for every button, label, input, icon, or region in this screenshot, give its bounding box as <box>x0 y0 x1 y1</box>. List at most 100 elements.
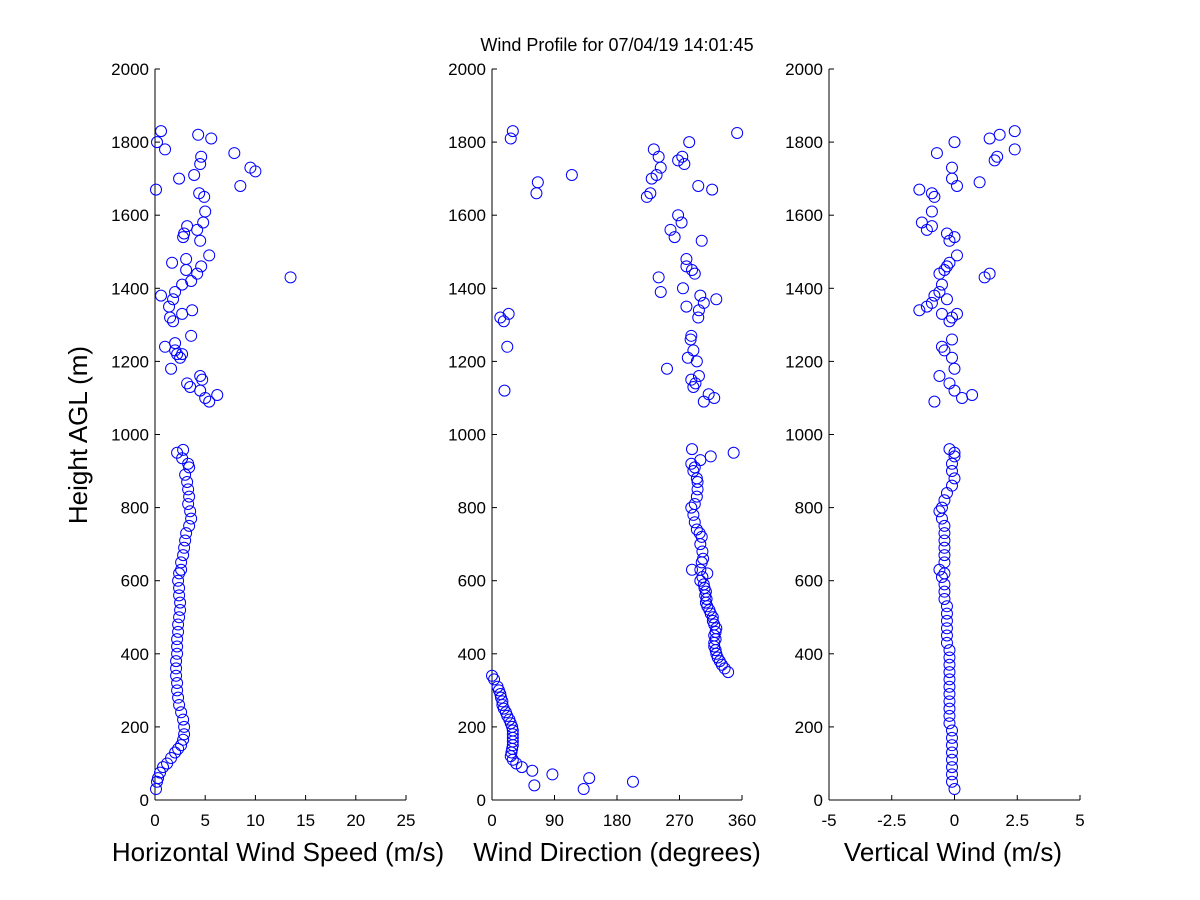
winddir-data-point <box>494 311 507 324</box>
hspeed-data-point <box>178 728 191 741</box>
winddir-y-tick-label: 1200 <box>448 352 486 371</box>
winddir-data-point <box>693 527 706 540</box>
hspeed-data-point <box>174 596 187 609</box>
hspeed-data-point <box>173 589 186 602</box>
winddir-data-point <box>680 253 693 266</box>
winddir-y-tick-label: 800 <box>458 499 486 518</box>
hspeed-data-point <box>178 720 191 733</box>
winddir-data-point <box>644 187 657 200</box>
hspeed-x-tick-label: 10 <box>246 811 265 830</box>
hspeed-data-point <box>181 377 194 390</box>
vwind-data-point <box>938 592 951 605</box>
wind-direction-panel: 0 200 400 600 800 1000 1200 1400 1600 1800 2000 0 90… <box>448 60 761 867</box>
winddir-data-point <box>654 285 667 298</box>
vwind-data-point <box>925 296 938 309</box>
vwind-y-tick-label: 400 <box>795 645 823 664</box>
vwind-data-point <box>913 304 926 317</box>
hspeed-y-tick-label: 1600 <box>111 206 149 225</box>
hspeed-data-point <box>159 340 172 353</box>
vwind-y-tick-label: 1600 <box>785 206 823 225</box>
vwind-data-point <box>943 702 956 715</box>
hspeed-data-point <box>180 253 193 266</box>
vwind-data-point <box>948 472 961 485</box>
hspeed-data-point <box>167 293 180 306</box>
winddir-data-point <box>684 333 697 346</box>
winddir-data-point <box>697 552 710 565</box>
hspeed-data-point <box>205 132 218 145</box>
vwind-data-point <box>940 622 953 635</box>
hspeed-data-point <box>169 337 182 350</box>
hspeed-data-point <box>163 300 176 313</box>
vwind-data-point <box>938 519 951 532</box>
vwind-data-point <box>940 227 953 240</box>
vertical-wind-panel: 0 200 400 600 800 1000 1200 1400 1600 1800 2000 -5 -… <box>785 60 1085 867</box>
hspeed-data-point <box>184 380 197 393</box>
vwind-x-tick-label: -2.5 <box>877 811 906 830</box>
vwind-data-point <box>945 753 958 766</box>
winddir-data-point <box>686 563 698 576</box>
vwind-data-point <box>938 556 951 569</box>
vwind-data-point <box>935 512 948 525</box>
hspeed-data-point <box>211 389 224 402</box>
hspeed-data-point <box>176 348 189 361</box>
horizontal-wind-speed-panel: 0 200 400 600 800 1000 1200 1400 1600 1800 2000 0 5 1… <box>63 60 444 867</box>
vwind-data-point <box>913 183 926 196</box>
hspeed-data-point <box>182 497 195 510</box>
hspeed-y-tick-label: 1400 <box>111 279 149 298</box>
winddir-data-point <box>687 380 700 393</box>
vwind-data-point <box>943 315 956 328</box>
vwind-x-tick-label: 2.5 <box>1005 811 1029 830</box>
winddir-data-point <box>672 154 685 167</box>
winddir-y-tick-label: 1600 <box>448 206 486 225</box>
winddir-x-tick-label: 0 <box>487 811 496 830</box>
hspeed-data-point <box>203 395 216 408</box>
winddir-data-point <box>690 355 703 368</box>
winddir-data-point <box>701 567 714 580</box>
winddir-x-axis-label: Wind Direction (degrees) <box>473 837 761 867</box>
vwind-x-tick-label: 5 <box>1075 811 1084 830</box>
winddir-data-point <box>694 563 707 576</box>
vwind-data-point <box>993 128 1006 141</box>
hspeed-data-point <box>180 264 193 277</box>
vwind-data-point <box>933 505 946 518</box>
hspeed-data-point <box>171 633 184 646</box>
vwind-data-point <box>943 256 956 269</box>
hspeed-y-tick-label: 2000 <box>111 60 149 79</box>
hspeed-data-point <box>173 582 186 595</box>
winddir-data-point <box>515 761 528 774</box>
hspeed-data-point <box>180 527 193 540</box>
vwind-data-point <box>935 340 948 353</box>
winddir-y-tick-label: 1800 <box>448 133 486 152</box>
hspeed-data-point <box>172 742 185 755</box>
vwind-data-point <box>951 307 964 320</box>
hspeed-data-point <box>155 125 168 138</box>
vwind-y-tick-label: 800 <box>795 499 823 518</box>
vwind-points <box>913 125 1021 796</box>
vwind-data-point <box>938 585 951 598</box>
winddir-data-point <box>691 476 704 489</box>
hspeed-data-point <box>164 311 177 324</box>
vwind-data-point <box>938 527 951 540</box>
winddir-data-point <box>546 768 559 781</box>
vwind-data-point <box>1008 125 1021 138</box>
winddir-data-point <box>686 443 698 456</box>
hspeed-data-point <box>179 534 192 547</box>
winddir-data-point <box>498 384 511 397</box>
winddir-data-point <box>690 523 703 536</box>
vwind-data-point <box>943 688 956 701</box>
winddir-data-point <box>683 136 696 149</box>
winddir-data-point <box>526 764 539 777</box>
winddir-data-point <box>704 450 717 463</box>
vwind-data-point <box>935 307 948 320</box>
vwind-data-point <box>945 465 958 478</box>
hspeed-data-point <box>173 698 186 711</box>
winddir-y-tick-label: 200 <box>458 718 486 737</box>
winddir-data-point <box>692 304 705 317</box>
winddir-data-point <box>668 231 681 244</box>
winddir-data-point <box>680 300 693 313</box>
hspeed-data-point <box>197 216 210 229</box>
vwind-data-point <box>943 644 956 657</box>
vwind-data-point <box>935 571 948 584</box>
winddir-data-point <box>706 614 719 627</box>
winddir-data-point <box>505 746 518 759</box>
